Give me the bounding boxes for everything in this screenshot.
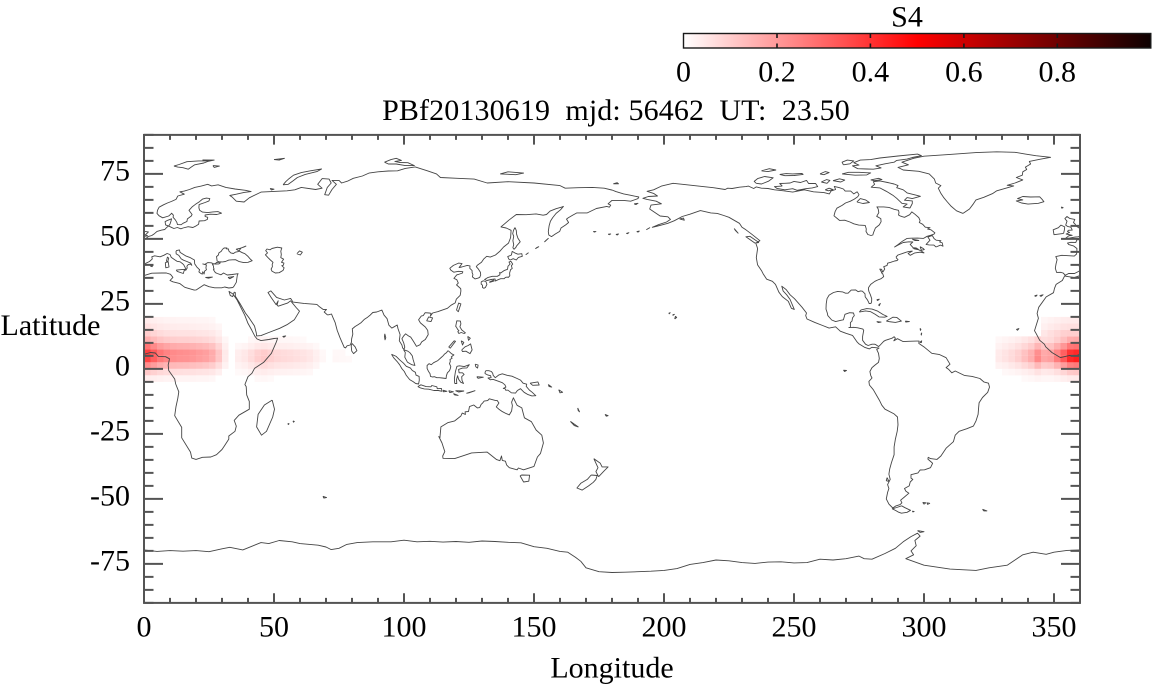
svg-text:-75: -75 bbox=[90, 545, 130, 578]
svg-text:0.8: 0.8 bbox=[1039, 56, 1077, 89]
svg-text:200: 200 bbox=[642, 610, 687, 643]
svg-text:250: 250 bbox=[772, 610, 817, 643]
svg-text:100: 100 bbox=[382, 610, 427, 643]
svg-text:S4: S4 bbox=[891, 1, 923, 34]
svg-text:50: 50 bbox=[259, 610, 289, 643]
svg-text:Latitude: Latitude bbox=[1, 309, 101, 342]
svg-text:25: 25 bbox=[100, 285, 130, 318]
svg-text:0: 0 bbox=[137, 610, 152, 643]
svg-text:0.2: 0.2 bbox=[758, 56, 796, 89]
svg-text:300: 300 bbox=[902, 610, 947, 643]
svg-text:0.6: 0.6 bbox=[945, 56, 983, 89]
svg-text:PBf20130619 mjd: 56462 UT:: PBf20130619 mjd: 56462 UT: 23.50 bbox=[382, 94, 850, 127]
svg-text:-50: -50 bbox=[90, 480, 130, 513]
svg-text:-25: -25 bbox=[90, 415, 130, 448]
svg-text:0.4: 0.4 bbox=[852, 56, 890, 89]
svg-text:Longitude: Longitude bbox=[550, 652, 673, 685]
svg-text:0: 0 bbox=[115, 350, 130, 383]
svg-text:75: 75 bbox=[100, 155, 130, 188]
svg-text:50: 50 bbox=[100, 220, 130, 253]
svg-text:350: 350 bbox=[1032, 610, 1077, 643]
svg-text:150: 150 bbox=[512, 610, 557, 643]
svg-text:0: 0 bbox=[676, 56, 691, 89]
